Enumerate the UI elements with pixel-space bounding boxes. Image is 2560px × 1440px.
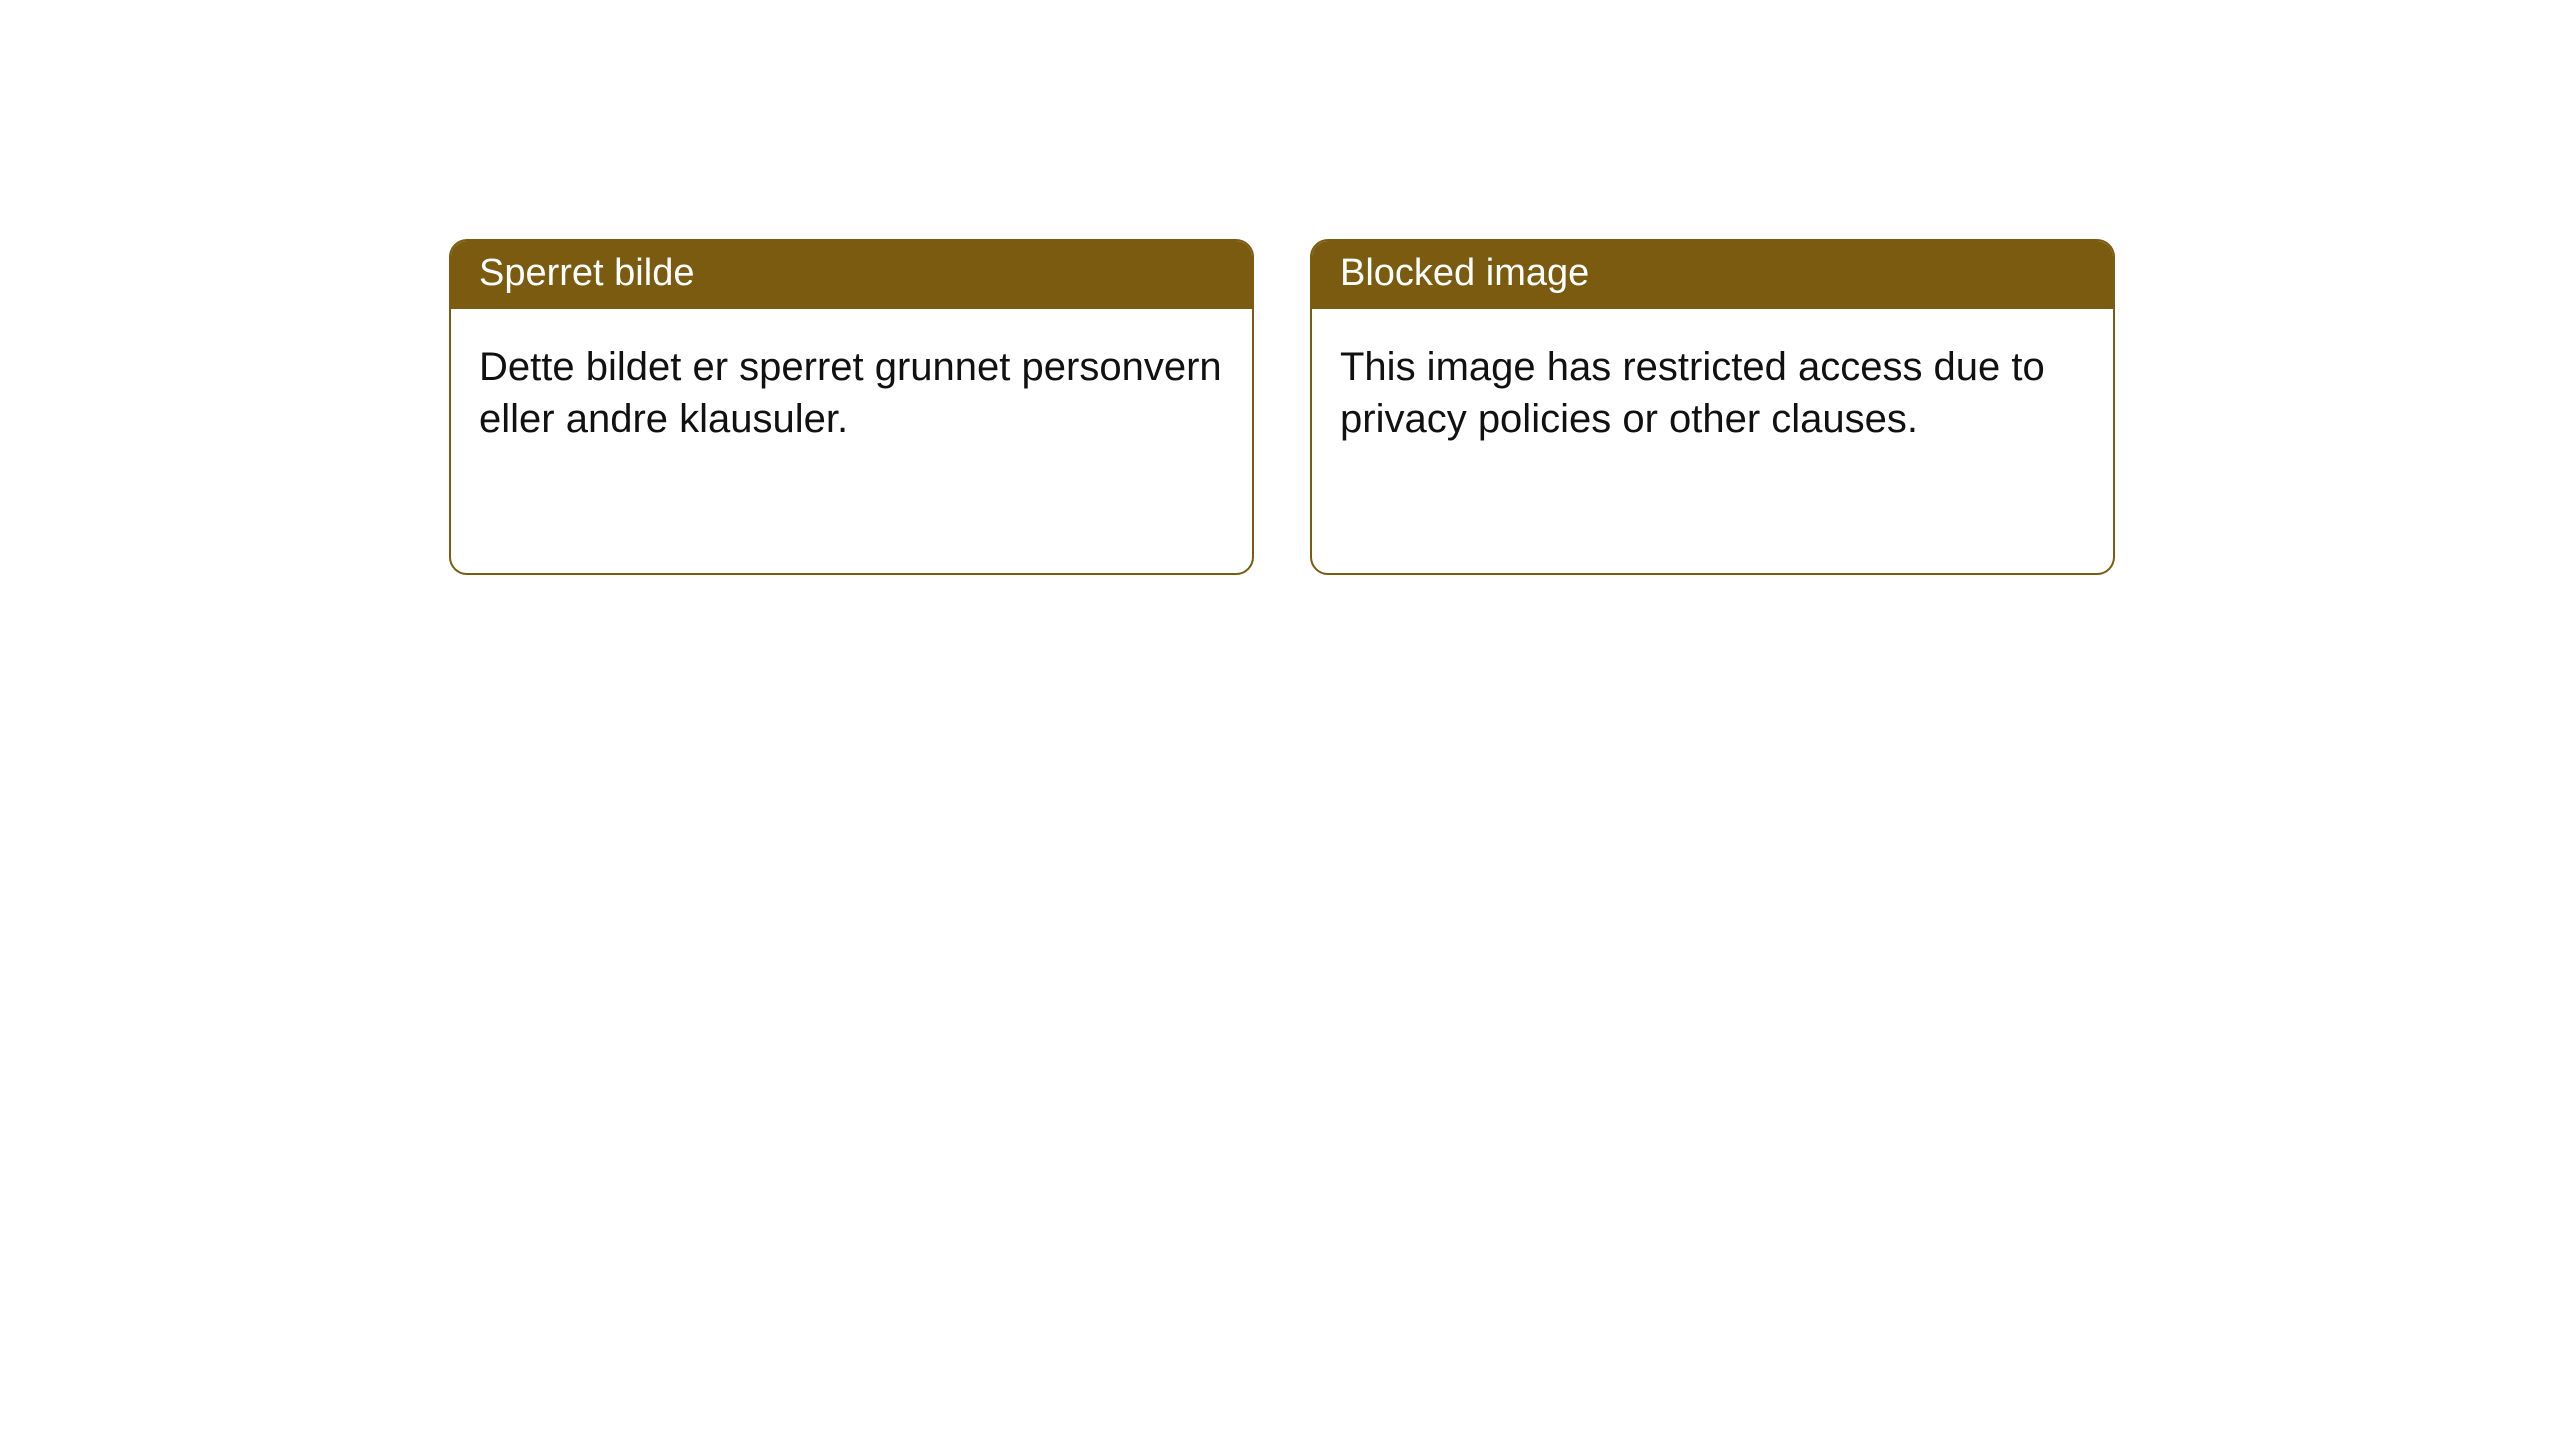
- card-header-en: Blocked image: [1312, 241, 2113, 309]
- blocked-image-card-no: Sperret bilde Dette bildet er sperret gr…: [449, 239, 1254, 575]
- card-title-en: Blocked image: [1340, 252, 1589, 294]
- card-message-en: This image has restricted access due to …: [1340, 345, 2045, 441]
- card-body-no: Dette bildet er sperret grunnet personve…: [451, 309, 1252, 477]
- blocked-image-card-en: Blocked image This image has restricted …: [1310, 239, 2115, 575]
- message-cards-container: Sperret bilde Dette bildet er sperret gr…: [0, 0, 2560, 575]
- card-title-no: Sperret bilde: [479, 252, 694, 294]
- card-body-en: This image has restricted access due to …: [1312, 309, 2113, 477]
- card-message-no: Dette bildet er sperret grunnet personve…: [479, 345, 1222, 441]
- card-header-no: Sperret bilde: [451, 241, 1252, 309]
